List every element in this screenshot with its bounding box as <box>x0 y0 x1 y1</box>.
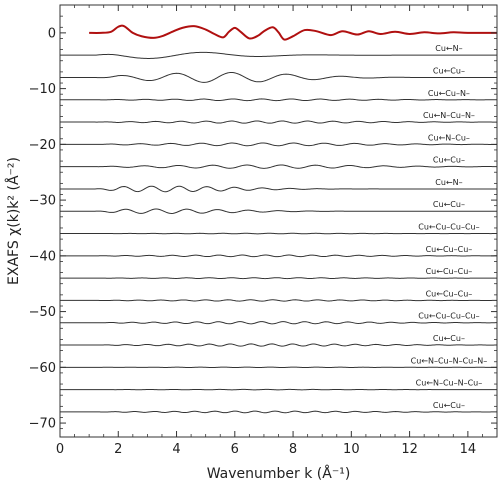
x-tick-label: 12 <box>401 442 418 457</box>
path-series-line <box>60 321 498 325</box>
path-series-label: Cu←N–Cu–N–Cu– <box>416 379 483 388</box>
path-series-line <box>60 410 497 414</box>
path-series-label: Cu←N– <box>435 178 462 187</box>
y-tick-label: −50 <box>29 305 56 320</box>
y-tick-label: −40 <box>29 249 56 264</box>
y-tick-label: −70 <box>29 417 56 432</box>
x-tick-label: 14 <box>460 442 477 457</box>
path-series-line <box>60 277 498 280</box>
path-series-label: Cu←N–Cu–N– <box>423 111 475 120</box>
y-tick-label: −30 <box>29 194 56 209</box>
path-series-label: Cu←N–Cu– <box>428 133 470 142</box>
axis-ticks: 0 2 4 6 8 10 12 14 0 −10 −20 −30 −40 −50 −60 −70 <box>29 4 498 457</box>
path-series-label: Cu←Cu– <box>433 401 465 410</box>
x-axis-label: Wavenumber k (Å⁻¹) <box>207 465 351 482</box>
y-tick-label: −10 <box>29 82 56 97</box>
path-series-label: Cu←N– <box>435 44 462 53</box>
y-tick-label: −60 <box>29 361 56 376</box>
path-series-label: Cu←Cu–N– <box>428 89 470 98</box>
path-series-line <box>60 208 497 214</box>
path-series-label: Cu←Cu– <box>433 334 465 343</box>
path-series-line <box>60 142 498 147</box>
path-series-line <box>60 164 498 169</box>
path-series-label: Cu←Cu– <box>433 66 465 75</box>
y-tick-label: 0 <box>48 26 56 41</box>
plot-frame <box>59 4 498 438</box>
path-series-line <box>60 72 497 83</box>
x-tick-label: 10 <box>343 442 360 457</box>
plot-area: Cu←N– Cu←Cu– Cu←Cu–N– Cu←N–Cu–N– Cu←N–Cu– Cu←… <box>60 24 498 414</box>
x-tick-label: 0 <box>56 442 64 457</box>
path-series-label: Cu←N–Cu–N–Cu–N– <box>411 356 488 365</box>
path-series-line <box>60 299 497 302</box>
path-series-label: Cu←Cu–Cu– <box>426 289 473 298</box>
path-series-line <box>60 120 497 124</box>
x-tick-label: 4 <box>172 442 180 457</box>
x-tick-label: 8 <box>289 442 297 457</box>
path-series-label: Cu←Cu–Cu– <box>426 245 473 254</box>
path-series-line <box>60 98 497 102</box>
y-tick-label: −20 <box>29 138 56 153</box>
y-axis-label: EXAFS χ(k)k² (Å⁻²) <box>5 157 22 285</box>
path-series-label: Cu←Cu–Cu–Cu– <box>418 223 479 232</box>
path-series-label: Cu←Cu–Cu–Cu– <box>418 312 479 321</box>
path-series-label: Cu←Cu– <box>433 156 465 165</box>
path-series-line <box>60 254 498 258</box>
total-fit-line <box>89 24 498 41</box>
path-series-line <box>60 51 497 59</box>
x-tick-label: 2 <box>114 442 122 457</box>
path-series-line <box>60 232 498 235</box>
path-series-label: Cu←Cu– <box>433 200 465 209</box>
x-tick-label: 6 <box>231 442 239 457</box>
path-series-line <box>60 185 497 193</box>
path-series-line <box>60 343 498 347</box>
path-series-label: Cu←Cu–Cu– <box>426 267 473 276</box>
